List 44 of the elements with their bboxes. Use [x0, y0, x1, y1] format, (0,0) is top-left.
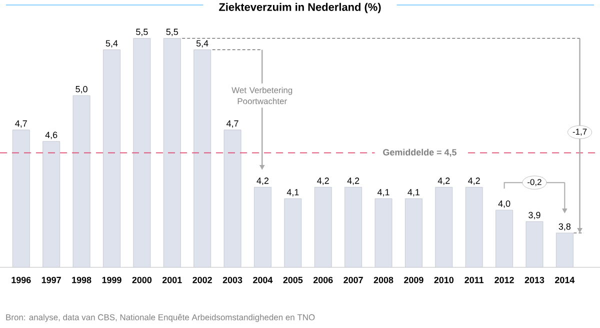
- x-tick-label: 1997: [42, 276, 61, 284]
- chart-title: Ziekteverzuim in Nederland (%): [219, 2, 381, 14]
- data-label: 4,6: [45, 132, 58, 140]
- data-label: 4,7: [226, 120, 238, 128]
- x-tick-label: 2000: [132, 276, 152, 284]
- x-tick-label: 1998: [72, 276, 92, 284]
- x-tick-label: 2007: [344, 276, 363, 284]
- x-tick-label: 2013: [524, 276, 544, 284]
- data-label: 3,8: [558, 223, 571, 231]
- x-tick-label: 2004: [253, 276, 273, 284]
- data-label: 5,5: [136, 28, 148, 36]
- data-label: 4,2: [438, 178, 450, 185]
- x-tick-label: 2012: [494, 276, 514, 284]
- data-label: 4,1: [408, 189, 420, 196]
- data-label: 4,2: [347, 178, 360, 185]
- x-tick-label: 2011: [464, 276, 484, 284]
- x-tick-label: 2002: [192, 276, 212, 284]
- x-tick-label: 1996: [12, 276, 31, 284]
- x-tick-label: 2010: [434, 276, 454, 284]
- data-label: 5,4: [106, 40, 118, 48]
- x-tick-label: 2008: [374, 276, 394, 284]
- ref-line-label: Gemiddelde = 4,5: [383, 148, 456, 157]
- text: Bron: analyse, data van CBS, Nationale Enquête Arbeidsomstandigheden en TNO: [6, 314, 315, 322]
- data-label: 4,7: [15, 120, 27, 128]
- annotation: -1,7: [572, 128, 587, 136]
- x-tick-label: 2006: [313, 276, 333, 284]
- data-label: 4,2: [317, 178, 329, 185]
- x-tick-label: 1999: [102, 276, 122, 284]
- data-label: 4,1: [377, 189, 390, 196]
- data-label: 4,1: [286, 189, 299, 196]
- x-tick-label: 2014: [555, 276, 575, 284]
- x-tick-label: 2009: [404, 276, 424, 284]
- x-tick-label: 2003: [222, 276, 242, 284]
- x-tick-label: 2005: [283, 276, 303, 284]
- data-label: 5,5: [166, 28, 178, 36]
- annotation: -0,2: [528, 179, 542, 186]
- annotation: Wet Verbetering Poortwachter: [232, 86, 292, 104]
- data-label: 3,9: [528, 212, 540, 220]
- data-label: 4,2: [256, 178, 268, 185]
- data-label: 5,4: [196, 40, 208, 48]
- data-label: 4,2: [468, 178, 480, 185]
- x-tick-label: 2001: [162, 276, 182, 284]
- data-label: 5,0: [76, 86, 88, 94]
- data-label: 4,0: [498, 200, 510, 208]
